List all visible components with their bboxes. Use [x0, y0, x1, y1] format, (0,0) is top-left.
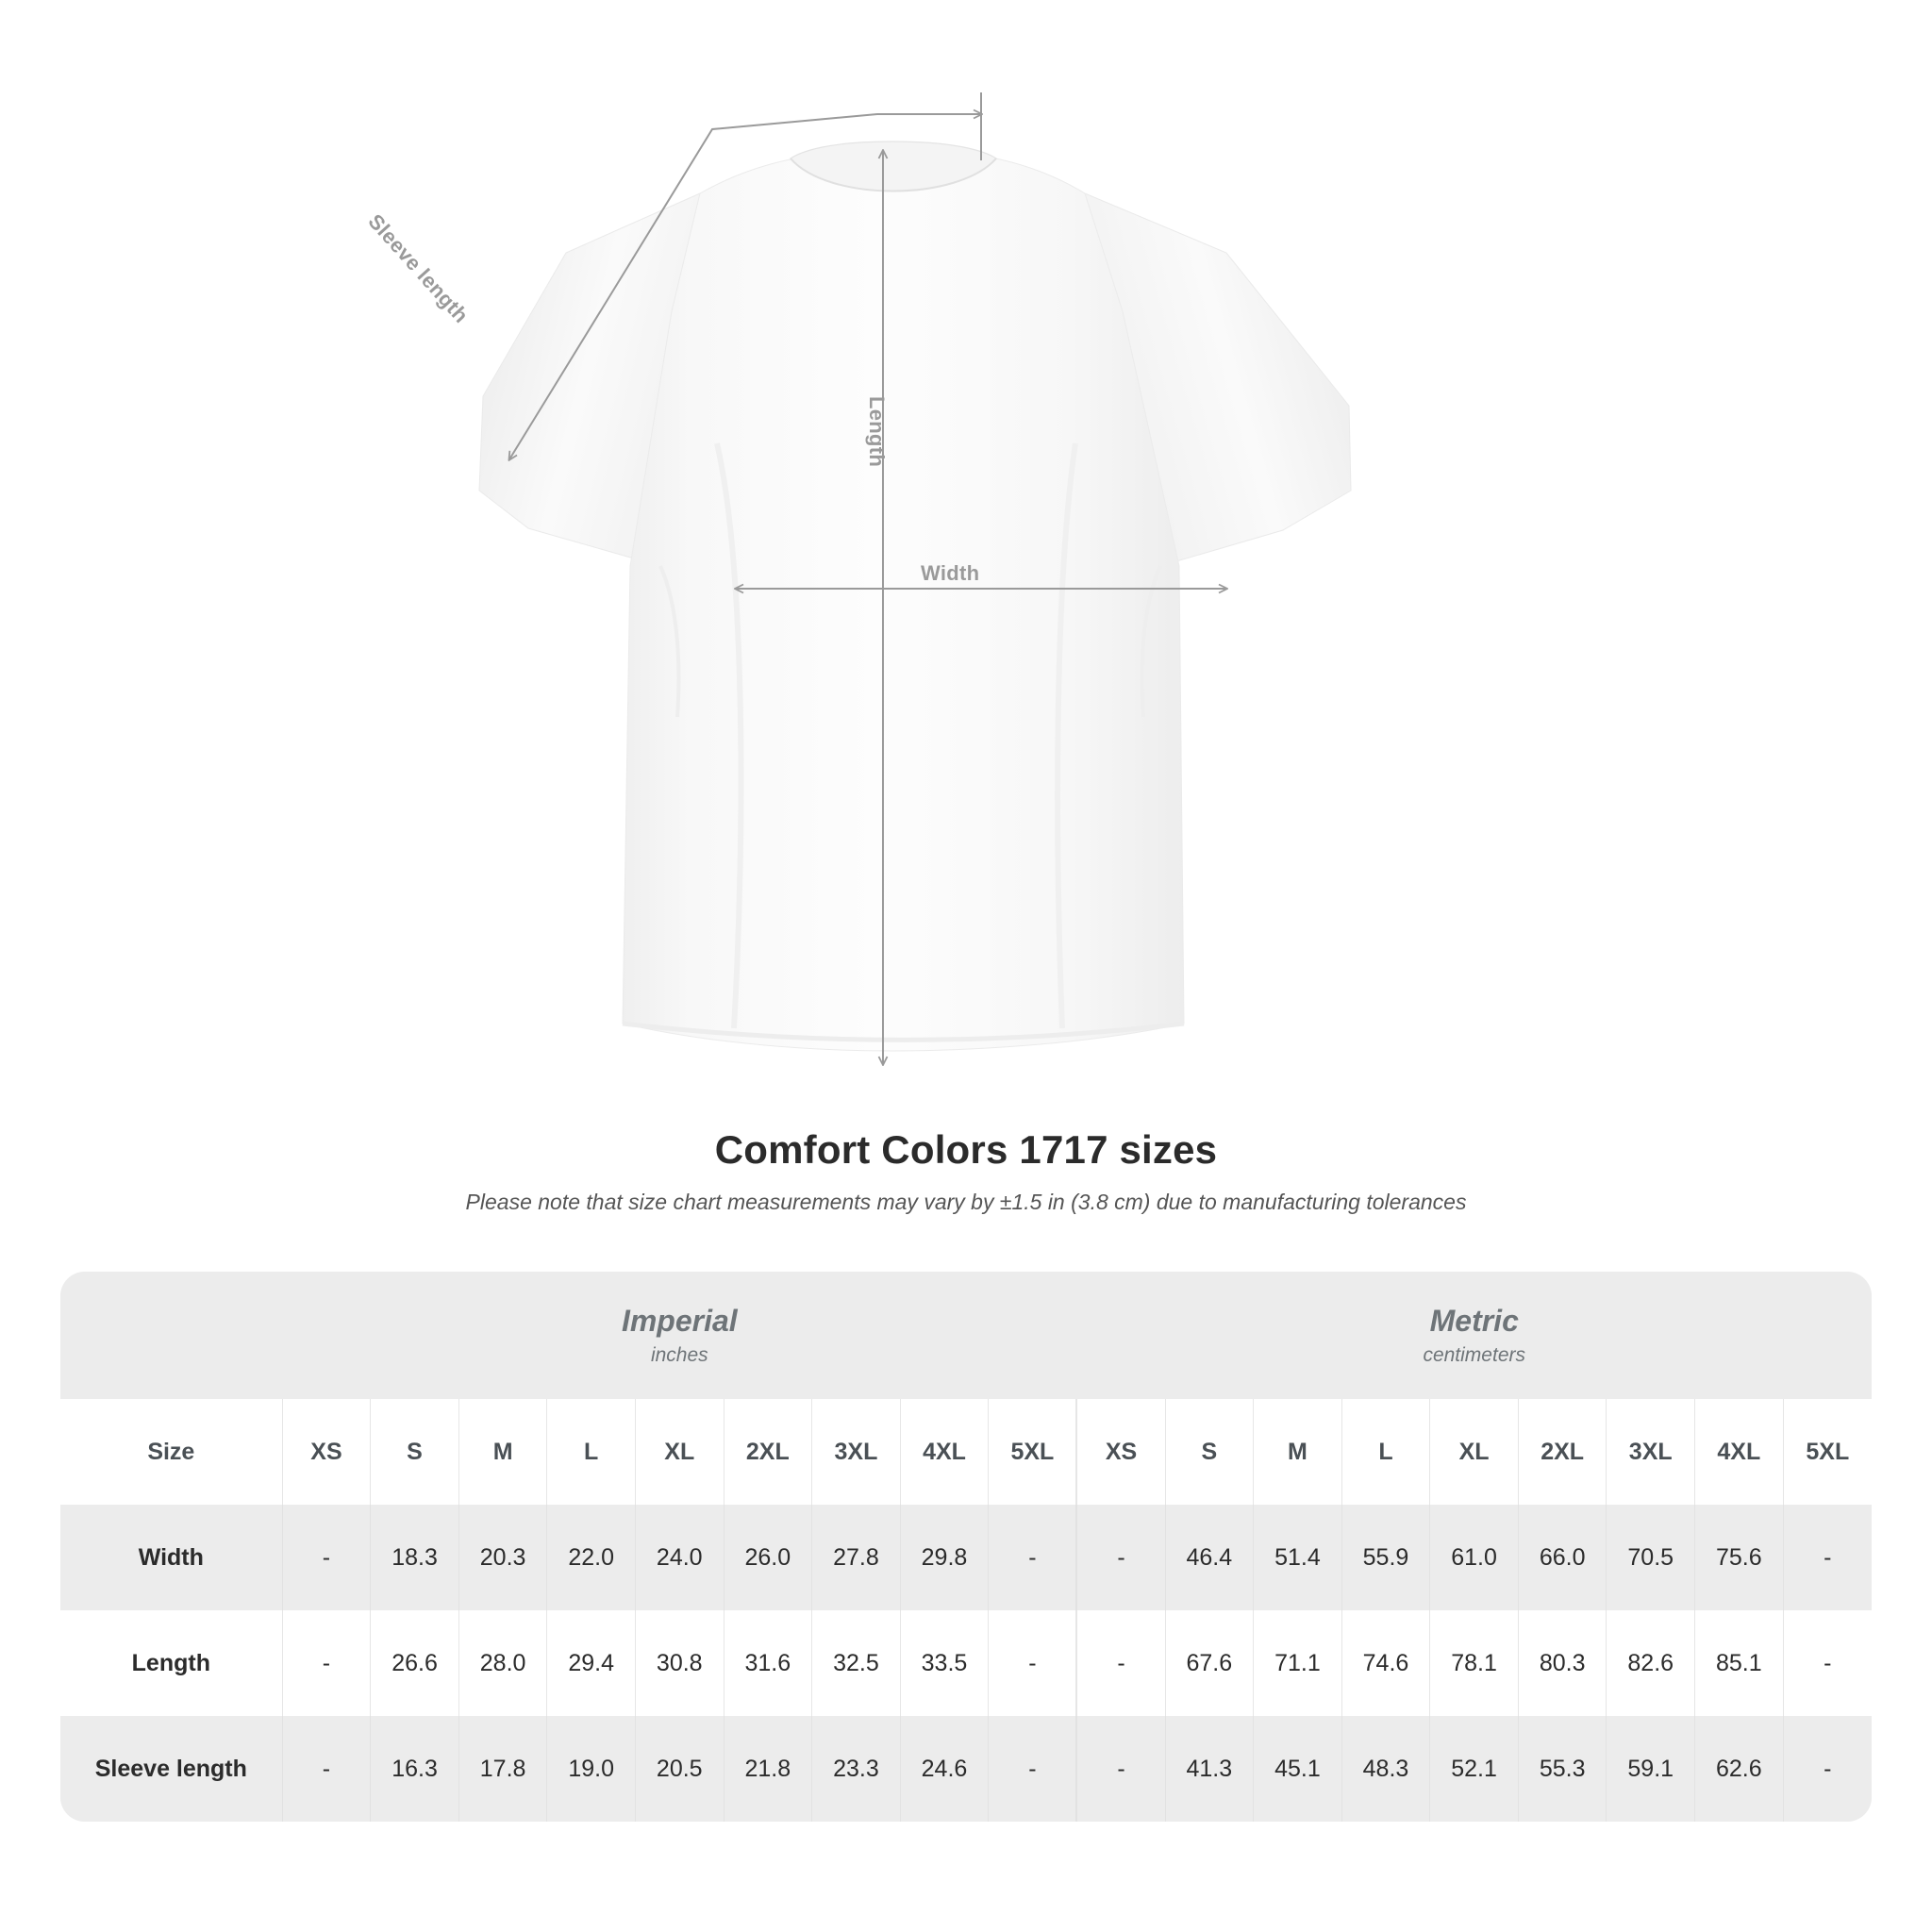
size-header-metric-s: S	[1164, 1399, 1254, 1505]
size-table-container: Imperial inches Metric centimeters Size XS S M L…	[60, 1272, 1872, 1822]
unit-name: Metric	[1429, 1304, 1519, 1339]
cell-imperial-2xl: 21.8	[723, 1716, 812, 1822]
cell-imperial-l: 22.0	[546, 1505, 636, 1610]
cell-metric-2xl: 55.3	[1517, 1716, 1607, 1822]
cell-metric-xs: -	[1075, 1716, 1166, 1822]
cell-imperial-xl: 20.5	[634, 1716, 724, 1822]
cell-imperial-4xl: 29.8	[899, 1505, 989, 1610]
size-header-label: Size	[60, 1399, 283, 1505]
cell-metric-4xl: 85.1	[1694, 1610, 1784, 1716]
cell-metric-m: 71.1	[1253, 1610, 1342, 1716]
sleeve-measure-line	[509, 92, 981, 459]
tshirt-illustration	[478, 92, 1352, 1113]
unit-row-spacer	[60, 1272, 283, 1399]
cell-imperial-s: 16.3	[370, 1716, 459, 1822]
cell-metric-4xl: 62.6	[1694, 1716, 1784, 1822]
size-header-imperial-m: M	[458, 1399, 547, 1505]
cell-imperial-4xl: 24.6	[899, 1716, 989, 1822]
tolerance-note: Please note that size chart measurements…	[465, 1190, 1467, 1214]
cell-imperial-xs: -	[281, 1505, 371, 1610]
size-header-imperial-l: L	[546, 1399, 636, 1505]
cell-metric-xs: -	[1075, 1505, 1166, 1610]
size-header-metric-2xl: 2XL	[1517, 1399, 1607, 1505]
size-header-metric-3xl: 3XL	[1606, 1399, 1695, 1505]
cell-metric-2xl: 80.3	[1517, 1610, 1607, 1716]
page-title: Comfort Colors 1717 sizes	[714, 1127, 1218, 1172]
cell-metric-l: 55.9	[1341, 1505, 1430, 1610]
cell-metric-2xl: 66.0	[1517, 1505, 1607, 1610]
unit-subtitle: inches	[650, 1343, 708, 1366]
cell-metric-xl: 78.1	[1429, 1610, 1519, 1716]
cell-metric-m: 45.1	[1253, 1716, 1342, 1822]
cell-metric-4xl: 75.6	[1694, 1505, 1784, 1610]
cell-imperial-m: 17.8	[458, 1716, 547, 1822]
size-header-metric-xl: XL	[1429, 1399, 1519, 1505]
cell-imperial-5xl: -	[988, 1505, 1077, 1610]
size-header-imperial-xl: XL	[634, 1399, 724, 1505]
cell-imperial-5xl: -	[988, 1716, 1077, 1822]
size-header-metric-4xl: 4XL	[1694, 1399, 1784, 1505]
cell-imperial-s: 26.6	[370, 1610, 459, 1716]
table-row: Width -18.3 20.3 22.0 24.0 26.0 27.8 29.8- -46.4…	[60, 1505, 1872, 1610]
cell-metric-s: 46.4	[1164, 1505, 1254, 1610]
size-header-metric-m: M	[1253, 1399, 1342, 1505]
size-header-metric-xs: XS	[1075, 1399, 1166, 1505]
size-table: Imperial inches Metric centimeters Size XS S M L…	[60, 1272, 1872, 1822]
cell-imperial-5xl: -	[988, 1610, 1077, 1716]
cell-metric-3xl: 82.6	[1606, 1610, 1695, 1716]
cell-imperial-xs: -	[281, 1716, 371, 1822]
unit-header-row: Imperial inches Metric centimeters	[60, 1272, 1872, 1399]
cell-imperial-xl: 30.8	[634, 1610, 724, 1716]
size-header-imperial-5xl: 5XL	[988, 1399, 1077, 1505]
cell-metric-xl: 52.1	[1429, 1716, 1519, 1822]
cell-metric-3xl: 59.1	[1606, 1716, 1695, 1822]
row-label-length: Length	[60, 1610, 283, 1716]
row-label-width: Width	[60, 1505, 283, 1610]
cell-imperial-s: 18.3	[370, 1505, 459, 1610]
length-label: Length	[865, 396, 889, 468]
cell-imperial-3xl: 27.8	[811, 1505, 901, 1610]
unit-header-metric: Metric centimeters	[1076, 1272, 1872, 1399]
size-header-row: Size XS S M L XL 2XL 3XL 4XL 5XL XS S M L XL 2XL 3XL 4XL 5…	[60, 1399, 1872, 1505]
table-row: Sleeve length -16.3 17.8 19.0 20.5 21.8 23.3 24…	[60, 1716, 1872, 1822]
cell-imperial-xs: -	[281, 1610, 371, 1716]
cell-metric-5xl: -	[1782, 1610, 1872, 1716]
tshirt-diagram: Sleeve length Length Width	[363, 92, 1352, 1113]
size-header-imperial-xs: XS	[281, 1399, 371, 1505]
cell-metric-s: 67.6	[1164, 1610, 1254, 1716]
cell-imperial-2xl: 26.0	[723, 1505, 812, 1610]
cell-metric-5xl: -	[1782, 1716, 1872, 1822]
cell-imperial-2xl: 31.6	[723, 1610, 812, 1716]
cell-imperial-l: 19.0	[546, 1716, 636, 1822]
width-label: Width	[921, 561, 980, 585]
unit-name: Imperial	[621, 1304, 738, 1339]
cell-metric-l: 74.6	[1341, 1610, 1430, 1716]
title-block: Comfort Colors 1717 sizes Please note th…	[0, 1127, 1932, 1215]
cell-metric-xl: 61.0	[1429, 1505, 1519, 1610]
size-header-metric-l: L	[1341, 1399, 1430, 1505]
unit-subtitle: centimeters	[1423, 1343, 1525, 1366]
cell-imperial-4xl: 33.5	[899, 1610, 989, 1716]
unit-header-imperial: Imperial inches	[282, 1272, 1077, 1399]
cell-imperial-3xl: 32.5	[811, 1610, 901, 1716]
cell-metric-3xl: 70.5	[1606, 1505, 1695, 1610]
cell-imperial-m: 28.0	[458, 1610, 547, 1716]
cell-imperial-3xl: 23.3	[811, 1716, 901, 1822]
cell-metric-s: 41.3	[1164, 1716, 1254, 1822]
size-header-imperial-2xl: 2XL	[723, 1399, 812, 1505]
cell-imperial-l: 29.4	[546, 1610, 636, 1716]
cell-imperial-m: 20.3	[458, 1505, 547, 1610]
size-header-metric-5xl: 5XL	[1782, 1399, 1872, 1505]
table-row: Length -26.6 28.0 29.4 30.8 31.6 32.5 33.5- -67.…	[60, 1610, 1872, 1716]
cell-metric-5xl: -	[1782, 1505, 1872, 1610]
cell-metric-l: 48.3	[1341, 1716, 1430, 1822]
size-header-imperial-s: S	[370, 1399, 459, 1505]
cell-metric-xs: -	[1075, 1610, 1166, 1716]
cell-metric-m: 51.4	[1253, 1505, 1342, 1610]
row-label-sleeve-length: Sleeve length	[60, 1716, 283, 1822]
size-header-imperial-4xl: 4XL	[899, 1399, 989, 1505]
cell-imperial-xl: 24.0	[634, 1505, 724, 1610]
size-header-imperial-3xl: 3XL	[811, 1399, 901, 1505]
